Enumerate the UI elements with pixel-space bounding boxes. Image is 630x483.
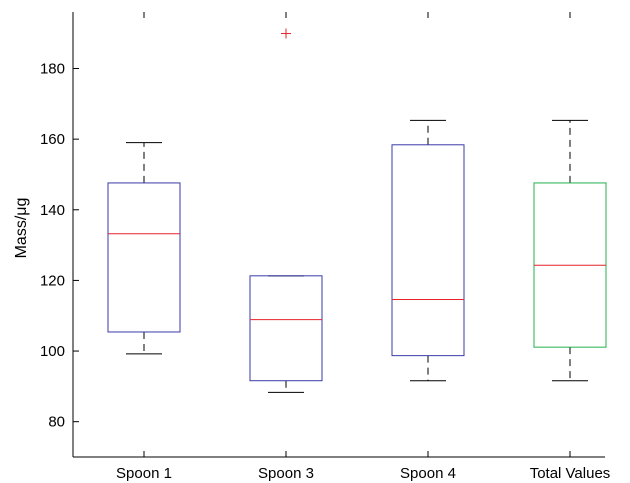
- y-axis-title: Mass/μg: [13, 198, 30, 259]
- y-tick-label: 160: [40, 131, 65, 148]
- box-rect: [391, 144, 465, 357]
- y-tick-label: 180: [40, 61, 65, 78]
- box-spoon-4: [391, 119, 465, 382]
- x-tick-label: Spoon 1: [116, 465, 172, 482]
- box-total-values: [533, 119, 607, 382]
- y-tick-label: 80: [48, 414, 65, 431]
- box-rect: [249, 275, 323, 382]
- x-tick-label: Spoon 3: [258, 465, 314, 482]
- x-axis: Spoon 1 Spoon 3 Spoon 4 Total Values: [116, 12, 610, 482]
- boxes-group: [107, 28, 607, 393]
- box-spoon-3: [249, 28, 323, 393]
- x-tick-label: Spoon 4: [400, 465, 456, 482]
- y-tick-label: 120: [40, 272, 65, 289]
- y-axis: 80 100 120 140 160 180: [40, 61, 79, 431]
- box-spoon-1: [107, 142, 181, 355]
- x-tick-label: Total Values: [530, 465, 611, 482]
- y-tick-label: 140: [40, 202, 65, 219]
- box-rect: [107, 182, 181, 333]
- y-tick-label: 100: [40, 343, 65, 360]
- plot-frame: [72, 12, 605, 458]
